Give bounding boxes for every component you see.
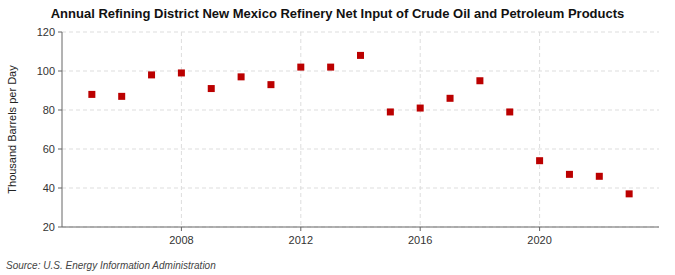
point	[267, 81, 274, 88]
point	[476, 77, 483, 84]
x-tick-label: 2016	[408, 234, 432, 246]
y-tick	[58, 71, 62, 72]
x-tick-label: 2008	[169, 234, 193, 246]
grid-line-y	[62, 227, 659, 228]
grid-line-x	[420, 32, 421, 227]
y-tick	[58, 149, 62, 150]
chart: 20 40 60 80 100 120 2008 2012 2016 2020 Thousand B…	[0, 0, 675, 275]
point	[387, 108, 394, 115]
x-tick	[181, 227, 182, 231]
point	[297, 64, 304, 71]
point	[238, 73, 245, 80]
axes: 20 40 60 80 100 120 2008 2012 2016 2020	[37, 26, 659, 246]
point	[327, 64, 334, 71]
points	[88, 52, 632, 197]
grid-line-y	[62, 32, 659, 33]
y-tick	[58, 227, 62, 228]
point	[118, 93, 125, 100]
y-tick-label: 40	[43, 182, 55, 194]
grid-line-y	[62, 110, 659, 111]
y-tick	[58, 32, 62, 33]
grid-line-x	[181, 32, 182, 227]
point	[417, 105, 424, 112]
x-tick-label: 2012	[289, 234, 313, 246]
y-axis-line	[62, 32, 63, 227]
y-tick	[58, 188, 62, 189]
x-tick	[539, 227, 540, 231]
point	[148, 71, 155, 78]
grid	[62, 32, 659, 227]
y-tick-label: 120	[37, 26, 55, 38]
point	[178, 69, 185, 76]
point	[447, 95, 454, 102]
grid-line-y	[62, 149, 659, 150]
y-tick-label: 80	[43, 104, 55, 116]
y-tick-label: 100	[37, 65, 55, 77]
y-tick-label: 20	[43, 221, 55, 233]
point	[506, 108, 513, 115]
x-tick	[420, 227, 421, 231]
point	[596, 173, 603, 180]
point	[88, 91, 95, 98]
y-tick	[58, 110, 62, 111]
y-axis-label: Thousand Barrels per Day	[6, 65, 18, 194]
grid-line-x	[300, 32, 301, 227]
x-tick-label: 2020	[527, 234, 551, 246]
point	[626, 190, 633, 197]
grid-line-y	[62, 71, 659, 72]
point	[357, 52, 364, 59]
x-axis-line	[62, 227, 659, 228]
x-tick	[300, 227, 301, 231]
point	[536, 157, 543, 164]
grid-line-x	[539, 32, 540, 227]
point	[566, 171, 573, 178]
point	[208, 85, 215, 92]
source-note: Source: U.S. Energy Information Administ…	[6, 260, 216, 271]
y-tick-label: 60	[43, 143, 55, 155]
grid-line-y	[62, 188, 659, 189]
title: Annual Refining District New Mexico Refi…	[51, 6, 625, 21]
